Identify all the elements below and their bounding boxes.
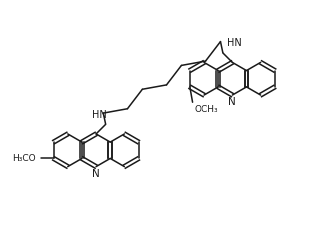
Text: HN: HN bbox=[92, 110, 107, 120]
Text: OCH₃: OCH₃ bbox=[194, 105, 218, 114]
Text: HN: HN bbox=[227, 38, 241, 48]
Text: H₃CO: H₃CO bbox=[12, 154, 35, 163]
Text: N: N bbox=[228, 98, 236, 107]
Text: N: N bbox=[92, 169, 100, 179]
